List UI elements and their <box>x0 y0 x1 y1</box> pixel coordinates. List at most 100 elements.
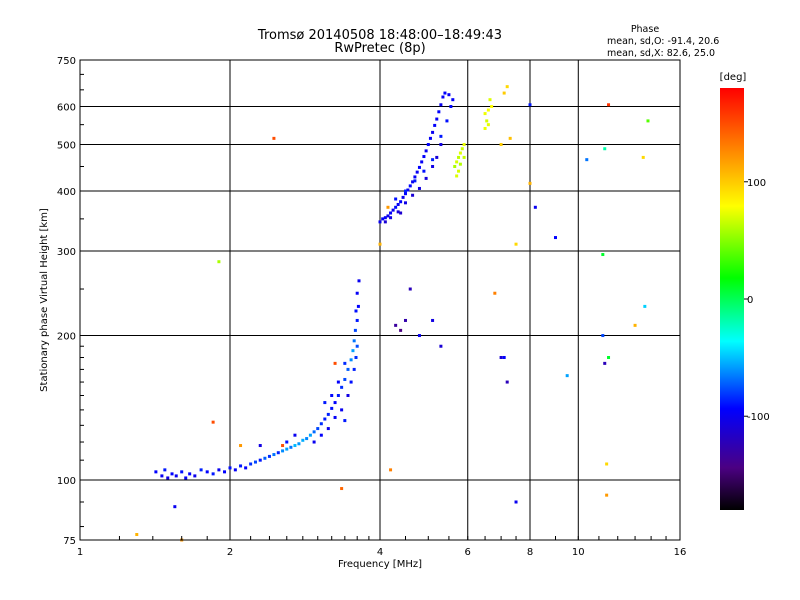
data-point <box>340 385 344 389</box>
data-point <box>435 155 439 159</box>
x-axis-label: Frequency [MHz] <box>338 559 422 570</box>
data-point <box>333 401 337 405</box>
data-point <box>258 444 262 448</box>
data-point <box>458 151 462 155</box>
data-point <box>312 440 316 444</box>
data-point <box>258 458 262 462</box>
data-point <box>340 408 344 412</box>
data-point <box>354 309 358 313</box>
colorbar <box>720 88 744 510</box>
data-point <box>508 136 512 140</box>
data-point <box>431 130 435 134</box>
data-point <box>457 155 461 159</box>
data-point <box>413 179 417 183</box>
data-point <box>355 344 359 348</box>
chart-title: Tromsø 20140508 18:48:00–18:49:43 <box>257 28 502 43</box>
data-point <box>422 155 426 159</box>
data-point <box>633 323 637 327</box>
data-point <box>205 470 209 474</box>
data-point <box>323 401 327 405</box>
data-point <box>272 453 276 457</box>
chart-subtitle: RwPretec (8p) <box>334 41 425 56</box>
data-point <box>239 444 243 448</box>
data-point <box>646 119 650 123</box>
data-point <box>394 197 398 201</box>
data-point <box>386 205 390 209</box>
data-point <box>326 427 330 431</box>
data-point <box>399 328 403 332</box>
y-tick-label: 75 <box>63 536 76 547</box>
data-point <box>605 462 609 466</box>
data-point <box>505 380 509 384</box>
x-tick-label: 1 <box>77 547 83 558</box>
data-point <box>417 186 421 190</box>
data-point <box>180 470 184 474</box>
y-tick-label: 200 <box>57 332 76 343</box>
data-point <box>163 468 167 472</box>
data-point <box>253 460 257 464</box>
data-point <box>413 175 417 179</box>
data-point <box>458 162 462 166</box>
data-point <box>267 454 271 458</box>
data-point <box>244 466 248 470</box>
colorbar-tick-label: 100 <box>747 178 766 189</box>
data-point <box>353 328 357 332</box>
data-point <box>533 205 537 209</box>
data-point <box>184 476 188 480</box>
data-point <box>333 415 337 419</box>
data-point <box>505 85 509 89</box>
data-point <box>333 361 337 365</box>
data-point <box>607 355 611 359</box>
data-point <box>601 253 605 257</box>
data-point <box>355 318 359 322</box>
data-point <box>424 176 428 180</box>
data-point <box>319 422 323 426</box>
data-point <box>193 474 197 478</box>
data-point <box>173 505 177 509</box>
data-point <box>439 143 443 147</box>
data-point <box>389 468 393 472</box>
data-point <box>490 105 494 109</box>
data-point <box>343 419 347 423</box>
data-point <box>223 470 227 474</box>
y-tick-label: 600 <box>57 103 76 114</box>
data-point <box>439 134 443 138</box>
data-point <box>354 355 358 359</box>
data-point <box>424 149 428 153</box>
data-point <box>289 445 293 449</box>
data-point <box>352 339 356 343</box>
data-point <box>166 476 170 480</box>
data-point <box>528 103 532 107</box>
phase-stats-x: mean, sd,X: 82.6, 25.0 <box>607 48 715 59</box>
colorbar-tick-label: -100 <box>747 412 770 423</box>
data-point <box>453 164 457 168</box>
data-point <box>323 417 327 421</box>
data-point <box>502 355 506 359</box>
data-point <box>352 367 356 371</box>
data-point <box>514 242 518 246</box>
data-point <box>293 444 297 448</box>
data-point <box>228 466 232 470</box>
data-point <box>488 98 492 102</box>
x-axis-ticks: 1 2 4 6 8 10 16 <box>77 536 687 558</box>
data-point <box>263 456 267 460</box>
data-point <box>403 201 407 205</box>
data-point <box>422 169 426 173</box>
data-point <box>381 217 385 221</box>
data-point <box>326 412 330 416</box>
x-tick-label: 16 <box>674 547 687 558</box>
data-point <box>346 367 350 371</box>
data-point <box>605 493 609 497</box>
data-point <box>281 449 285 453</box>
data-point <box>356 304 360 308</box>
data-point <box>378 220 382 224</box>
data-point <box>383 220 387 224</box>
data-point <box>351 349 355 353</box>
data-point <box>386 214 390 218</box>
data-point <box>233 468 237 472</box>
data-point <box>643 304 647 308</box>
data-point <box>460 147 464 151</box>
data-point <box>297 442 301 446</box>
data-point <box>336 380 340 384</box>
phase-stats-heading: Phase <box>631 24 660 35</box>
